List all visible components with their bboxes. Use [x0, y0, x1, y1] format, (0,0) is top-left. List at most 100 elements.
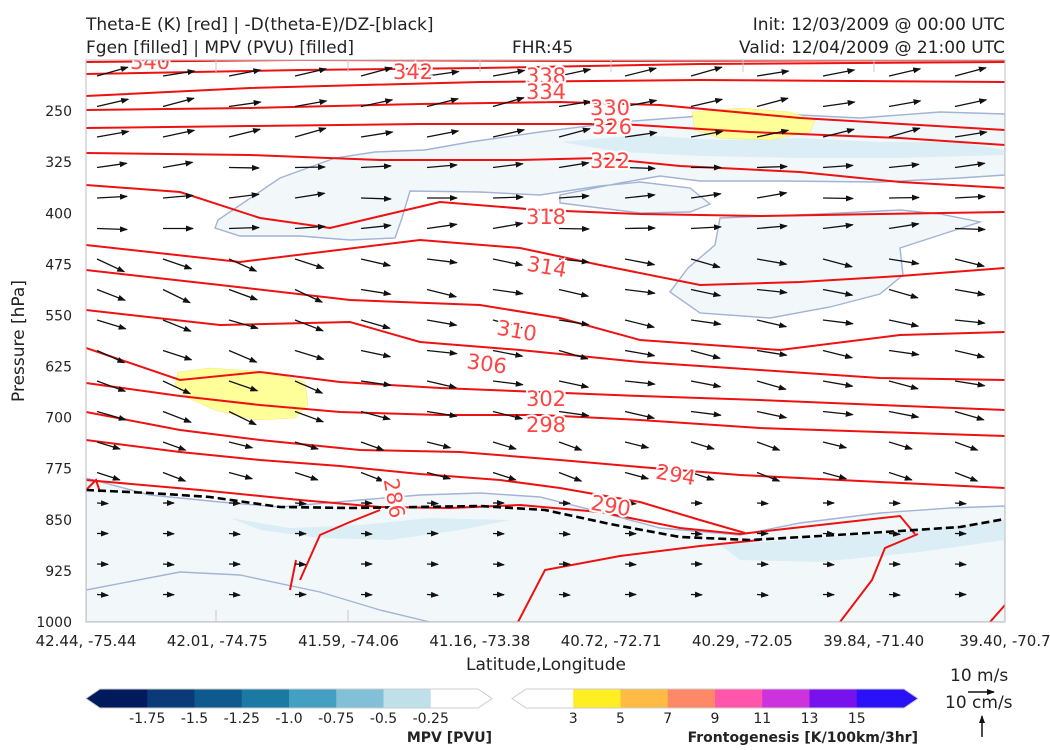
theta-e-label: 318	[526, 205, 566, 229]
colorbar-extend-left	[86, 689, 100, 708]
wind-vector-arrow	[624, 98, 658, 108]
wind-vector-arrow	[624, 349, 656, 358]
wind-vector-arrow	[294, 67, 328, 77]
colorbar-tick-label: 13	[801, 711, 819, 727]
wind-vector-arrow	[558, 380, 590, 389]
wind-vector-arrow	[822, 195, 854, 202]
wind-vector-arrow	[690, 530, 703, 537]
colorbar-tick-label: 5	[616, 711, 625, 727]
theta-e-contour	[86, 382, 1005, 437]
wind-vector-arrow	[954, 288, 986, 297]
wind-vector-arrow	[756, 258, 788, 266]
wind-vector-arrow	[426, 288, 458, 299]
wind-vector-arrow	[162, 97, 195, 108]
wind-vector-arrow	[756, 128, 790, 138]
wind-vector-arrow	[690, 410, 722, 418]
wind-vector-arrow	[690, 441, 715, 450]
wind-vector-arrow	[822, 561, 835, 568]
wind-vector-arrow	[360, 380, 392, 388]
theta-e-contour	[86, 100, 1005, 131]
x-tick-label: 42.44, -75.44	[36, 632, 137, 650]
theta-e-contour	[86, 309, 1005, 381]
wind-vector-arrow	[558, 288, 590, 298]
wind-vector-arrow	[558, 441, 583, 451]
wind-vector-arrow	[426, 258, 458, 265]
theta-e-label: 334	[526, 80, 566, 104]
theta-e-contour	[86, 478, 101, 493]
wind-vector-arrow	[162, 410, 192, 423]
colorbar-extend-right	[478, 689, 492, 708]
wind-vector-arrow	[822, 349, 854, 360]
wind-vector-arrow	[756, 471, 781, 482]
wind-vector-arrow	[426, 410, 458, 419]
x-tick-label: 41.59, -74.06	[298, 632, 399, 650]
x-axis-label: Latitude,Longitude	[466, 655, 626, 675]
wind-vector-arrow	[162, 349, 193, 361]
wind-vector-arrow	[426, 69, 460, 77]
colorbar-outline	[511, 688, 919, 709]
wind-vector-arrow	[558, 591, 571, 598]
wind-vector-arrow	[162, 288, 191, 304]
wind-vector-arrow	[162, 258, 193, 270]
wind-vector-arrow	[624, 225, 656, 232]
wind-vector-arrow	[360, 223, 392, 230]
wind-vector-arrow	[558, 258, 590, 265]
theta-e-contour	[86, 78, 1005, 97]
colorbar-swatch	[241, 689, 290, 708]
theta-e-contour	[517, 539, 761, 622]
plot-frame	[85, 59, 1006, 623]
wind-vector-arrow	[360, 66, 393, 77]
wind-vector-arrow	[888, 530, 901, 537]
theta-e-label: 294	[654, 460, 698, 491]
wind-vector-arrow	[690, 288, 722, 298]
valid-time: Valid: 12/04/2009 @ 21:00 UTC	[739, 38, 1005, 58]
colorbar-extend-left	[512, 689, 526, 708]
wind-vector-arrow	[228, 410, 257, 426]
wind-vector-arrow	[360, 319, 391, 330]
wind-vector-arrow	[228, 258, 258, 272]
theta-e-label: 322	[590, 149, 630, 173]
x-tick-label: 40.29, -72.05	[692, 632, 793, 650]
wind-vector-arrow	[492, 349, 524, 358]
wind-vector-arrow	[690, 349, 721, 360]
wind-vector-arrow	[162, 160, 194, 169]
wind-vector-arrow	[162, 319, 192, 332]
wind-vector-arrow	[954, 66, 987, 77]
wind-vector-arrow	[558, 410, 590, 418]
wind-vector-arrow	[756, 319, 788, 329]
wind-vector-arrow	[756, 591, 769, 598]
wind-vector-arrow	[888, 591, 901, 598]
wind-vector-arrow	[294, 500, 307, 507]
wind-vector-arrow	[558, 67, 592, 77]
y-axis-ticks: 250 325 400 475 550 625 700 775 850 925 1000	[36, 104, 72, 631]
wind-vector-arrow	[228, 349, 258, 363]
wind-vector-arrow	[822, 258, 853, 268]
y-tick-label: 1000	[36, 615, 72, 631]
wind-vector-arrow	[162, 69, 196, 77]
wind-vector-arrow	[426, 319, 458, 327]
mpv-region-mid	[669, 209, 983, 319]
wind-vector-arrow	[162, 128, 196, 138]
wind-vector-arrow	[96, 161, 128, 169]
wind-vector-arrow	[558, 319, 590, 327]
fgen-colorbar-label: Frontogenesis [K/100km/3hr]	[688, 730, 918, 746]
colorbar-tick-label: -1.75	[129, 711, 165, 727]
wind-vector-arrow	[822, 319, 854, 326]
wind-vector-arrow	[162, 561, 175, 568]
init-time: Init: 12/03/2009 @ 00:00 UTC	[752, 15, 1005, 35]
wind-vector-arrow	[690, 191, 722, 199]
wind-vector-arrow	[360, 258, 392, 268]
y-tick-label: 250	[45, 104, 72, 120]
wind-vector-arrow	[954, 226, 986, 233]
wind-vector-arrow	[360, 288, 392, 297]
wind-vector-arrow	[96, 226, 128, 233]
wind-vector-arrow	[954, 471, 979, 482]
mpv-colorbar: -1.75 -1.5 -1.25 -1.0 -0.75 -0.5 -0.25	[85, 688, 493, 727]
wind-vector-arrow	[492, 471, 517, 481]
wind-vector-arrow	[954, 258, 986, 268]
wind-vector-arrow	[954, 410, 985, 421]
wind-vector-arrow	[294, 471, 319, 481]
wind-vector-arrow	[294, 164, 326, 171]
x-tick-label: 39.84, -71.40	[823, 632, 924, 650]
wind-vector-arrow	[954, 441, 979, 451]
